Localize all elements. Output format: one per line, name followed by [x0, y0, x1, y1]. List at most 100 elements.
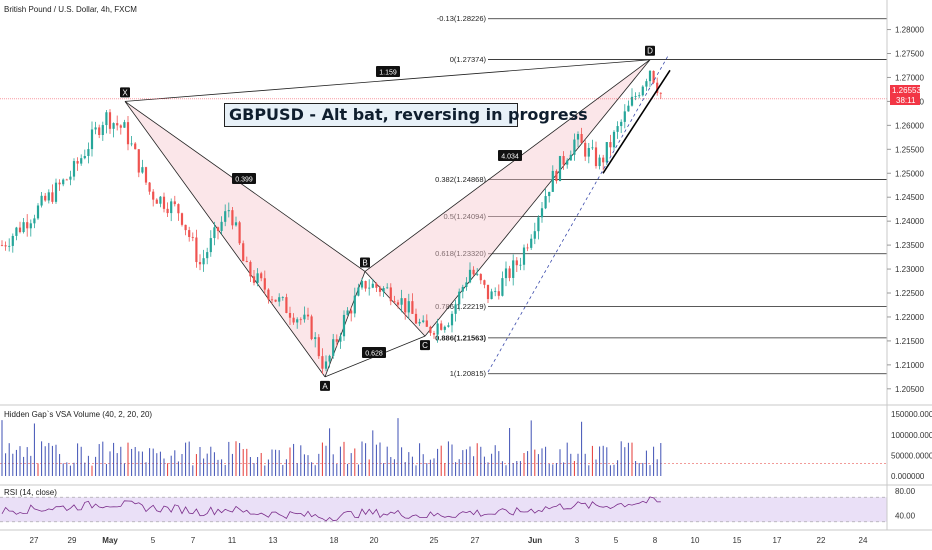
- volume-y-tick: 100000.000000: [891, 431, 932, 440]
- candle-body: [263, 278, 266, 290]
- fib-levels: -0.13(1.28226) 0(1.27374) 0.382(1.24868) 0.…: [435, 14, 887, 378]
- candle-body: [425, 320, 428, 327]
- candle-body: [659, 92, 662, 94]
- fib-label: 0.618(1.23320): [435, 249, 486, 258]
- candle-body: [285, 297, 288, 314]
- candle-body: [551, 170, 554, 192]
- rsi-y-tick: 40.00: [895, 512, 916, 521]
- candle-body: [602, 157, 605, 163]
- candle-body: [0, 245, 4, 246]
- candle-body: [274, 299, 277, 302]
- candle-body: [170, 201, 173, 214]
- candle-body: [188, 230, 191, 237]
- candle-body: [533, 231, 536, 239]
- volume-y-tick: 0.000000: [891, 472, 925, 481]
- candle-body: [137, 149, 140, 173]
- candle-body: [468, 269, 472, 283]
- candle-body: [605, 142, 608, 163]
- candle-body: [342, 314, 346, 337]
- pattern-fill: [365, 59, 650, 337]
- rsi-y-tick: 80.00: [895, 487, 916, 496]
- candle-body: [231, 210, 234, 226]
- candle-body: [598, 157, 601, 167]
- candle-body: [245, 261, 248, 262]
- candle-body: [360, 281, 364, 288]
- ratio-box: [498, 150, 522, 161]
- fib-label: 1(1.20815): [450, 369, 487, 378]
- candle-body: [454, 304, 457, 314]
- candle-body: [512, 260, 515, 278]
- candle-body: [206, 252, 209, 259]
- y-tick-label: 1.24500: [895, 193, 924, 202]
- candle-body: [328, 355, 331, 362]
- fib-label: 0.786(1.22219): [435, 302, 486, 311]
- candle-body: [490, 291, 493, 300]
- point-box-a: [320, 380, 330, 391]
- y-tick-label: 1.24000: [895, 217, 924, 226]
- candle-body: [652, 70, 655, 83]
- candle-body: [184, 224, 187, 231]
- point-box-d: [645, 45, 655, 56]
- candle-body: [310, 316, 313, 340]
- candle-body: [216, 227, 220, 231]
- current-price-value: 1.26553: [892, 86, 921, 95]
- candle-body: [202, 258, 205, 265]
- candle-body: [569, 154, 572, 161]
- leg-bc: [364, 271, 426, 337]
- candle-body: [515, 260, 518, 266]
- x-tick-label: 8: [653, 536, 658, 545]
- candle-body: [627, 105, 630, 112]
- candle-body: [530, 238, 533, 248]
- candle-body: [260, 273, 263, 279]
- candle-body: [443, 326, 446, 330]
- candle-body: [332, 339, 335, 356]
- candle-body: [555, 170, 558, 182]
- rsi-panel: 80.00 40.00: [0, 487, 916, 523]
- candle-body: [558, 156, 562, 182]
- candle-body: [656, 82, 659, 93]
- candle-body: [508, 268, 511, 278]
- candle-body: [339, 336, 342, 342]
- ratio-label: 4.034: [501, 154, 519, 161]
- x-tick-label: Jun: [528, 536, 542, 545]
- candle-body: [429, 326, 432, 334]
- candle-body: [36, 205, 40, 219]
- price-panel-background: [0, 0, 887, 405]
- candle-body: [296, 319, 299, 323]
- candle-body: [645, 81, 648, 87]
- candle-body: [270, 299, 274, 301]
- x-tick-label: 22: [817, 536, 826, 545]
- candle-body: [249, 261, 252, 277]
- candle-body: [227, 210, 230, 212]
- leg-xd: [124, 59, 651, 102]
- fib-label: 0.886(1.21563): [435, 333, 486, 342]
- candle-body: [396, 302, 400, 305]
- candle-body: [472, 269, 475, 275]
- candle-body: [130, 143, 133, 145]
- candle-body: [616, 126, 619, 132]
- candle-body: [537, 217, 540, 232]
- candle-body: [47, 192, 50, 201]
- uptrend-line: [602, 69, 671, 174]
- candle-body: [26, 222, 29, 229]
- candle-body: [134, 143, 137, 150]
- ratio-label: 1.159: [379, 70, 397, 77]
- volume-panel: 150000.000000 100000.000000 50000.000000 0.…: [0, 410, 932, 481]
- x-tick-label: 5: [151, 536, 156, 545]
- candle-body: [87, 149, 90, 157]
- candle-body: [303, 314, 306, 320]
- y-tick-label: 1.21000: [895, 361, 924, 370]
- candle-body: [591, 147, 594, 149]
- candle-body: [382, 288, 385, 292]
- leg-xa: [124, 101, 326, 378]
- candle-body: [33, 218, 36, 224]
- candle-body: [191, 236, 194, 238]
- x-tick-label: 3: [575, 536, 580, 545]
- candle-body: [267, 289, 270, 300]
- candle-body: [152, 191, 155, 200]
- candle-body: [476, 274, 479, 275]
- candle-body: [364, 281, 367, 289]
- candle-body: [209, 238, 212, 253]
- y-tick-label: 1.25500: [895, 145, 924, 154]
